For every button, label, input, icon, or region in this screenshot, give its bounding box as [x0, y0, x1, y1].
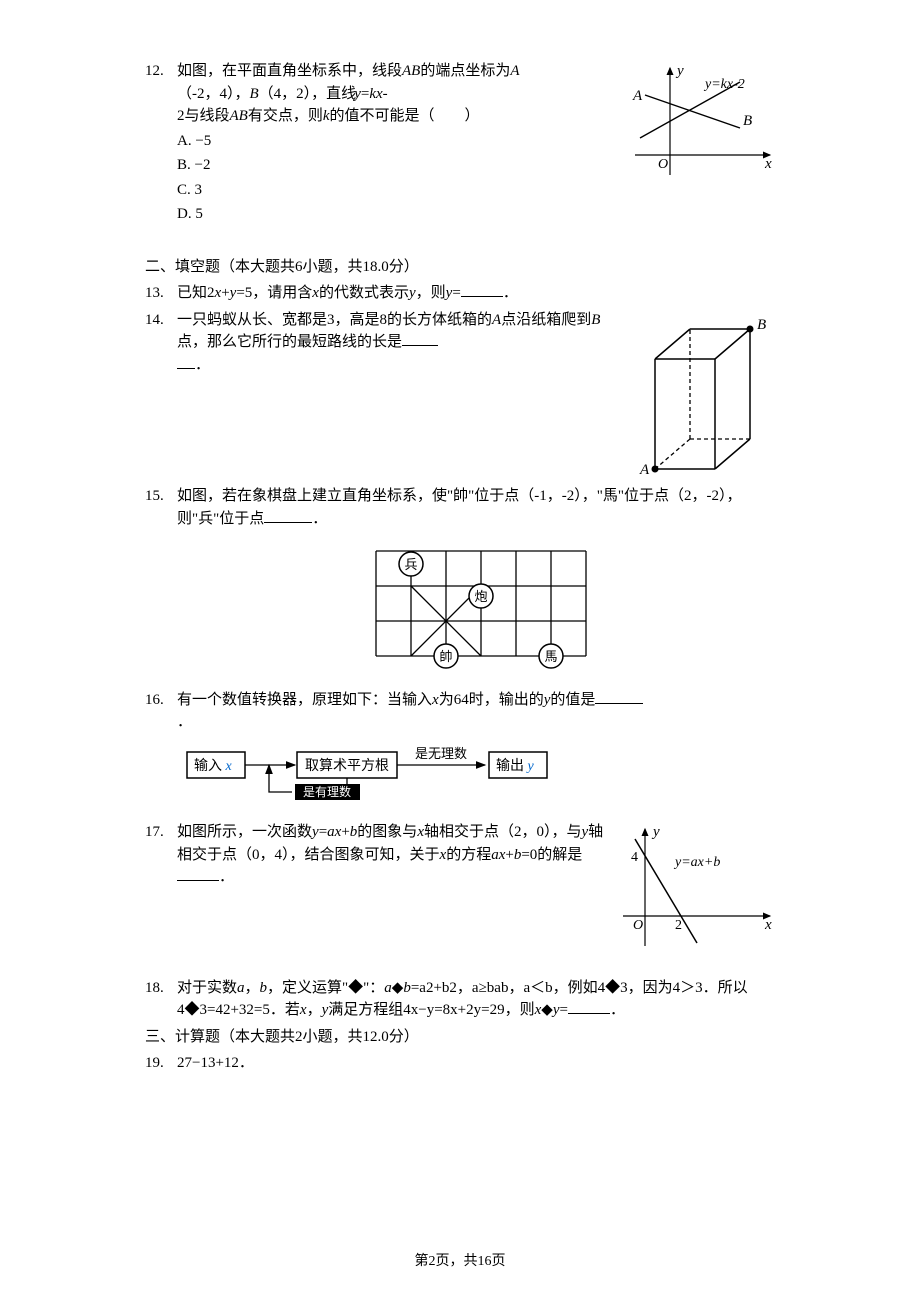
q15-blank — [264, 508, 312, 523]
q16-flowchart: 输入 x 取算术平方根 是无理数 输出 y 是有理数 是有理数 — [177, 740, 775, 818]
svg-text:馬: 馬 — [544, 649, 557, 664]
svg-text:y=kx-2: y=kx-2 — [703, 77, 745, 92]
page-footer: 第2页，共16页 — [0, 1251, 920, 1272]
q12-body: 如图，在平面直角坐标系中，线段AB的端点坐标为A （-2，4），B（4，2），直… — [177, 60, 775, 228]
question-12: 12. 如图，在平面直角坐标系中，线段AB的端点坐标为A （-2，4），B（4，… — [145, 60, 775, 228]
q14-figure: A B — [635, 309, 775, 482]
q12-figure: y x O A B y=kx-2 — [625, 60, 775, 188]
svg-text:2: 2 — [675, 918, 682, 933]
svg-text:兵: 兵 — [404, 557, 417, 572]
question-16: 16. 有一个数值转换器，原理如下：当输入x为64时，输出的y的值是． 输入 x… — [145, 689, 775, 818]
svg-text:输入 x: 输入 x — [194, 758, 233, 774]
svg-text:x: x — [764, 917, 772, 933]
q18-blank — [568, 999, 610, 1014]
q14-number: 14. — [145, 309, 177, 332]
q13-number: 13. — [145, 282, 177, 305]
question-19: 19. 27−13+12． — [145, 1052, 775, 1075]
svg-text:y: y — [651, 824, 660, 840]
section-2-header: 二、填空题（本大题共6小题，共18.0分） — [145, 256, 775, 279]
question-14: 14. 一只蚂蚁从长、宽都是3，高是8的长方体纸箱的A点沿纸箱爬到B点，那么它所… — [145, 309, 775, 482]
q18-body: 对于实数a，b，定义运算"◆"：a◆b=a2+b2，a≥bab，a＜b，例如4◆… — [177, 977, 775, 1022]
q16-body: 有一个数值转换器，原理如下：当输入x为64时，输出的y的值是． 输入 x 取算术… — [177, 689, 775, 818]
q12-opt-c: C. 3 — [177, 179, 615, 202]
q12-text: 如图，在平面直角坐标系中，线段AB的端点坐标为A （-2，4），B（4，2），直… — [177, 60, 615, 228]
q18-number: 18. — [145, 977, 177, 1000]
svg-text:y=ax+b: y=ax+b — [673, 855, 720, 870]
q12-number: 12. — [145, 60, 177, 83]
q16-blank — [595, 689, 643, 704]
q14-blank — [402, 331, 438, 346]
q17-body: 如图所示，一次函数y=ax+b的图象与x轴相交于点（2，0），与y轴相交于点（0… — [177, 821, 775, 959]
question-15: 15. 如图，若在象棋盘上建立直角坐标系，使"帥"位于点（-1，-2），"馬"位… — [145, 485, 775, 685]
q17-number: 17. — [145, 821, 177, 844]
question-13: 13. 已知2x+y=5，请用含x的代数式表示y，则y=． — [145, 282, 775, 305]
q17-figure: y x O 4 2 y=ax+b — [615, 821, 775, 959]
q17-text: 如图所示，一次函数y=ax+b的图象与x轴相交于点（2，0），与y轴相交于点（0… — [177, 821, 605, 889]
q14-body: 一只蚂蚁从长、宽都是3，高是8的长方体纸箱的A点沿纸箱爬到B点，那么它所行的最短… — [177, 309, 775, 482]
q15-body: 如图，若在象棋盘上建立直角坐标系，使"帥"位于点（-1，-2），"馬"位于点（2… — [177, 485, 775, 685]
svg-text:A: A — [632, 88, 643, 104]
svg-text:B: B — [757, 317, 766, 333]
q16-number: 16. — [145, 689, 177, 712]
q12-opt-a: A. −5 — [177, 130, 615, 153]
q13-body: 已知2x+y=5，请用含x的代数式表示y，则y=． — [177, 282, 775, 305]
q15-number: 15. — [145, 485, 177, 508]
q19-body: 27−13+12． — [177, 1052, 775, 1075]
q19-number: 19. — [145, 1052, 177, 1075]
q12-opt-d: D. 5 — [177, 203, 615, 226]
q13-blank — [461, 282, 503, 297]
svg-text:B: B — [743, 113, 752, 129]
svg-text:x: x — [764, 156, 772, 172]
svg-text:取算术平方根: 取算术平方根 — [305, 758, 389, 774]
svg-text:y: y — [675, 63, 684, 79]
question-18: 18. 对于实数a，b，定义运算"◆"：a◆b=a2+b2，a≥bab，a＜b，… — [145, 977, 775, 1022]
svg-text:O: O — [633, 918, 643, 933]
svg-text:O: O — [658, 157, 668, 172]
svg-text:A: A — [639, 462, 650, 474]
q15-figure: 兵 炮 帥 馬 — [177, 536, 775, 679]
q14-text: 一只蚂蚁从长、宽都是3，高是8的长方体纸箱的A点沿纸箱爬到B点，那么它所行的最短… — [177, 309, 625, 377]
svg-text:4: 4 — [631, 850, 638, 865]
svg-text:输出 y: 输出 y — [496, 758, 535, 774]
svg-text:是无理数: 是无理数 — [415, 746, 467, 761]
q17-blank — [177, 866, 219, 881]
q12-opt-b: B. −2 — [177, 154, 615, 177]
section-3-header: 三、计算题（本大题共2小题，共12.0分） — [145, 1026, 775, 1049]
svg-text:帥: 帥 — [439, 649, 452, 664]
svg-text:炮: 炮 — [474, 589, 487, 604]
question-17: 17. 如图所示，一次函数y=ax+b的图象与x轴相交于点（2，0），与y轴相交… — [145, 821, 775, 959]
svg-text:是有理数: 是有理数 — [303, 784, 351, 799]
q12-options: A. −5 B. −2 C. 3 D. 5 — [177, 130, 615, 226]
